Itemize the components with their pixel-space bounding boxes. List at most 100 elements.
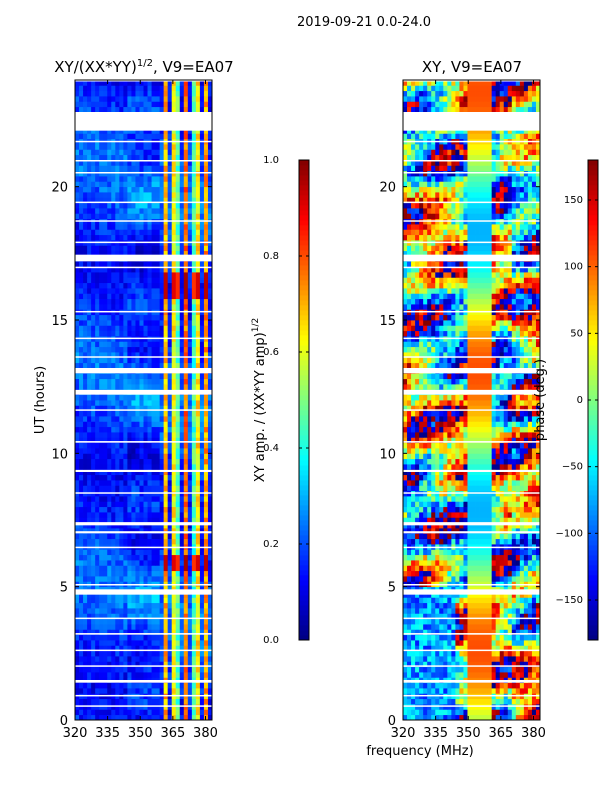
heatmap-cell [135,192,140,198]
heatmap-cell [463,682,468,689]
heatmap-cell [107,522,112,529]
colorbar-band [299,175,309,181]
heatmap-cell [99,394,104,401]
heatmap-cell [427,650,432,657]
heatmap-cell [427,613,432,620]
heatmap-cell [87,458,92,465]
heatmap-cell [95,618,100,625]
heatmap-cell [167,314,173,321]
heatmap-cell [207,538,213,545]
heatmap-cell [155,282,161,289]
heatmap-cell [95,629,100,636]
heatmap-cell [131,453,136,460]
heatmap-cell [163,522,169,529]
heatmap-cell [203,640,209,646]
heatmap-cell [419,640,424,646]
heatmap-cell [91,522,96,529]
heatmap-cell [99,474,104,481]
heatmap-cell [75,656,80,662]
heatmap-cell [91,576,96,582]
colorbar-band [299,450,309,456]
heatmap-cell [79,293,84,300]
heatmap-cell [155,202,161,209]
heatmap-cell [179,90,185,97]
heatmap-cell [179,405,185,412]
heatmap-cell [87,560,92,566]
heatmap-cell [143,394,148,401]
heatmap-cell [163,101,169,108]
heatmap-cell [191,245,197,252]
heatmap-cell [171,293,177,300]
heatmap-cell [135,554,140,561]
heatmap-cell [127,506,132,513]
heatmap-cell [83,464,88,470]
heatmap-cell [83,645,88,652]
heatmap-cell [135,512,140,518]
heatmap-cell [111,640,116,646]
heatmap-cell [151,400,156,406]
heatmap-cell [143,144,148,150]
heatmap-cell [91,608,96,614]
heatmap-cell [107,485,112,492]
heatmap-cell [151,202,156,209]
heatmap-cell [203,704,209,710]
heatmap-cell [147,538,152,545]
heatmap-cell [99,645,104,652]
heatmap-cell [191,672,197,678]
heatmap-cell [203,608,209,614]
heatmap-cell [95,624,100,630]
heatmap-cell [203,144,209,150]
heatmap-cell [203,512,209,518]
heatmap-cell [99,80,104,86]
heatmap-cell [183,378,189,385]
heatmap-cell [131,149,136,156]
heatmap-cell [75,645,80,652]
heatmap-cell [163,234,169,241]
heatmap-cell [95,106,100,113]
heatmap-cell [463,656,468,662]
heatmap-cell [155,682,161,689]
heatmap-cell [195,277,201,284]
heatmap-cell [191,522,197,529]
heatmap-cell [155,133,161,140]
heatmap-cell [167,672,173,678]
heatmap-cell [99,149,104,156]
heatmap-cell [107,666,112,673]
heatmap-cell [135,645,140,652]
heatmap-cell [99,282,104,289]
heatmap-cell [175,421,181,428]
heatmap-cell [107,304,112,310]
heatmap-cell [95,426,100,433]
heatmap-cell [487,656,493,662]
heatmap-cell [195,234,201,241]
heatmap-cell [495,640,501,646]
heatmap-cell [91,560,96,566]
heatmap-cell [107,293,112,300]
heatmap-cell [467,629,472,636]
heatmap-cell [139,421,144,428]
heatmap-cell [143,400,148,406]
heatmap-cell [103,704,108,710]
heatmap-cell [203,565,209,572]
heatmap-cell [411,650,416,657]
heatmap-cell [159,144,165,150]
heatmap-cell [179,80,185,86]
heatmap-cell [179,213,185,220]
heatmap-cell [159,394,165,401]
heatmap-cell [515,645,521,652]
heatmap-cell [123,437,128,444]
heatmap-cell [143,565,148,572]
heatmap-cell [123,160,128,166]
heatmap-cell [407,624,412,630]
heatmap-cell [183,384,189,390]
heatmap-cell [91,224,96,230]
colorbar-band [299,255,309,261]
heatmap-cell [155,186,161,193]
heatmap-cell [151,378,156,385]
heatmap-cell [107,464,112,470]
heatmap-cell [139,506,144,513]
heatmap-cell [495,650,501,657]
heatmap-cell [147,346,152,353]
heatmap-cell [151,426,156,433]
heatmap-cell [487,698,493,705]
